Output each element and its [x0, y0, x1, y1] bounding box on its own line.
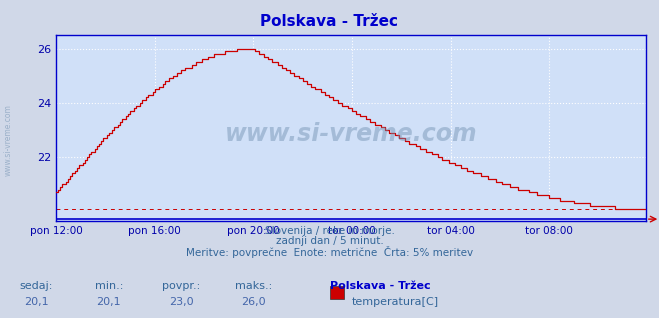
Text: www.si-vreme.com: www.si-vreme.com	[225, 121, 477, 146]
Text: maks.:: maks.:	[235, 281, 272, 291]
Text: Polskava - Tržec: Polskava - Tržec	[330, 281, 430, 291]
Text: 23,0: 23,0	[169, 297, 194, 307]
Text: zadnji dan / 5 minut.: zadnji dan / 5 minut.	[275, 236, 384, 246]
Text: povpr.:: povpr.:	[162, 281, 200, 291]
Text: Polskava - Tržec: Polskava - Tržec	[260, 14, 399, 29]
Text: Meritve: povprečne  Enote: metrične  Črta: 5% meritev: Meritve: povprečne Enote: metrične Črta:…	[186, 246, 473, 258]
Text: min.:: min.:	[94, 281, 123, 291]
Text: 20,1: 20,1	[24, 297, 49, 307]
Text: www.si-vreme.com: www.si-vreme.com	[4, 104, 13, 176]
Text: temperatura[C]: temperatura[C]	[352, 297, 439, 307]
Text: 26,0: 26,0	[241, 297, 266, 307]
Text: sedaj:: sedaj:	[20, 281, 53, 291]
Text: Slovenija / reke in morje.: Slovenija / reke in morje.	[264, 226, 395, 236]
Text: 20,1: 20,1	[96, 297, 121, 307]
